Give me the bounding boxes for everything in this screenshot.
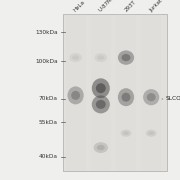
Ellipse shape <box>143 89 159 105</box>
Ellipse shape <box>92 78 110 98</box>
Ellipse shape <box>97 145 105 150</box>
Bar <box>63 14 167 171</box>
Bar <box>66 14 86 171</box>
Ellipse shape <box>122 54 130 61</box>
Text: HeLa: HeLa <box>73 0 86 13</box>
Ellipse shape <box>92 95 110 113</box>
Ellipse shape <box>72 55 79 60</box>
Ellipse shape <box>118 50 134 65</box>
Text: SLCO1C1: SLCO1C1 <box>162 96 180 102</box>
Ellipse shape <box>118 88 134 106</box>
Text: 130kDa: 130kDa <box>35 30 58 35</box>
Ellipse shape <box>94 53 107 62</box>
Ellipse shape <box>96 100 106 109</box>
Ellipse shape <box>148 131 154 135</box>
Ellipse shape <box>121 130 131 137</box>
Ellipse shape <box>146 130 157 137</box>
Ellipse shape <box>97 55 104 60</box>
Ellipse shape <box>123 131 129 135</box>
Bar <box>116 14 136 171</box>
Ellipse shape <box>69 53 82 62</box>
Text: Jurkat: Jurkat <box>148 0 163 13</box>
Bar <box>91 14 111 171</box>
Ellipse shape <box>122 93 130 102</box>
Text: 40kDa: 40kDa <box>39 154 58 159</box>
Bar <box>141 14 161 171</box>
Ellipse shape <box>71 91 80 100</box>
Ellipse shape <box>68 86 84 104</box>
Text: 70kDa: 70kDa <box>39 96 58 102</box>
Ellipse shape <box>96 83 106 93</box>
Text: 100kDa: 100kDa <box>35 59 58 64</box>
Ellipse shape <box>94 142 108 153</box>
Text: U-87MG: U-87MG <box>98 0 117 13</box>
Text: 293T: 293T <box>123 0 137 13</box>
Text: 55kDa: 55kDa <box>39 120 58 125</box>
Ellipse shape <box>147 93 156 101</box>
